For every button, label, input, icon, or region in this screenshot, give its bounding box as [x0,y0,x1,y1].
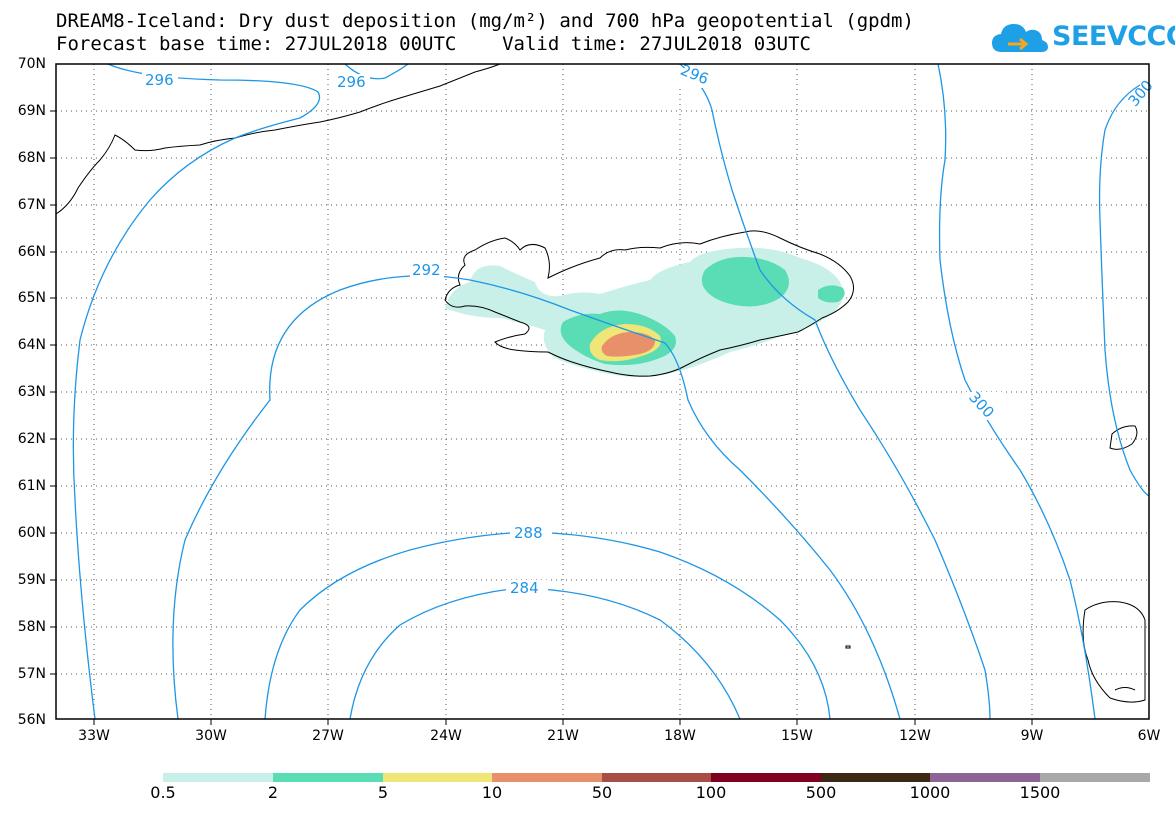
lon-label-21w: 21W [547,728,579,744]
contour-label-300-a: 300 [965,388,998,421]
lat-label-64n: 64N [17,337,46,353]
lat-label-56n: 56N [17,712,46,728]
lat-label-58n: 58N [17,619,46,635]
colorbar-label: 100 [695,783,727,802]
lon-label-27w: 27W [312,728,344,744]
graticule [56,64,1149,719]
lon-label-33w: 33W [78,728,110,744]
lat-label-66n: 66N [17,244,46,260]
colorbar-swatch-9 [1040,773,1150,782]
colorbar-swatch-8 [930,773,1040,782]
colorbar-label: 1000 [909,783,951,802]
colorbar-swatch-6 [711,773,821,782]
contour-label-292: 292 [412,261,441,279]
forecast-times: Forecast base time: 27JUL2018 00UTC Vali… [56,33,811,55]
axis-ticks [50,110,1033,725]
lat-label-57n: 57N [17,666,46,682]
colorbar-swatch-2 [273,773,383,782]
lat-label-62n: 62N [17,431,46,447]
contour-label-boxes [142,68,1002,596]
contour-label-296-b: 296 [337,73,366,91]
lat-label-63n: 63N [17,384,46,400]
contour-label-300-b: 300 [1125,77,1157,111]
lon-label-24w: 24W [430,728,462,744]
contour-label-288: 288 [514,524,543,542]
cloud-icon [992,24,1048,52]
lon-label-30w: 30W [195,728,227,744]
dust-deposition-field [445,247,845,377]
colorbar-label: 10 [481,783,503,802]
logo-text: SEEVCCC [1052,21,1175,52]
colorbar-label: 500 [805,783,837,802]
lat-label-67n: 67N [17,197,46,213]
colorbar-swatch-5 [602,773,711,782]
map-frame [55,63,1150,720]
geopotential-contours [72,63,1150,720]
lat-label-59n: 59N [17,572,46,588]
lon-label-12w: 12W [899,728,931,744]
lat-label-65n: 65N [17,290,46,306]
colorbar-label: 50 [591,783,613,802]
colorbar-swatch-1 [163,773,273,782]
lat-label-61n: 61N [17,478,46,494]
seevccc-logo: SEEVCCC [990,18,1175,58]
contour-labels: 296 296 296 300 300 292 288 284 [145,61,1157,597]
contour-label-296-c: 296 [678,61,711,88]
lat-label-69n: 69N [17,103,46,119]
contour-label-284: 284 [510,579,539,597]
coastline [55,63,1146,703]
lat-label-70n: 70N [17,56,46,72]
map-title: DREAM8-Iceland: Dry dust deposition (mg/… [56,10,914,32]
lat-label-60n: 60N [17,525,46,541]
colorbar-label: 2 [267,783,279,802]
colorbar-swatch-3 [383,773,492,782]
colorbar-label: 5 [377,783,389,802]
contour-label-296-a: 296 [145,71,174,89]
lat-label-68n: 68N [17,150,46,166]
lon-label-9w: 9W [1020,728,1044,744]
colorbar-label: 1500 [1019,783,1061,802]
colorbar-swatch-7 [821,773,930,782]
lon-label-18w: 18W [664,728,696,744]
colorbar-swatch-4 [492,773,602,782]
colorbar-label: 0.5 [150,783,176,802]
lon-label-15w: 15W [781,728,813,744]
lon-label-6w: 6W [1137,728,1161,744]
